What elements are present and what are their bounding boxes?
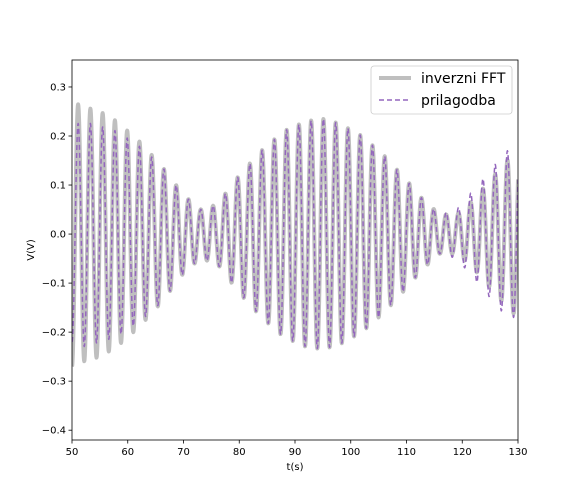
series-layer [72,102,518,367]
legend-label-prilagodba: prilagodba [421,93,496,109]
x-tick-label: 60 [121,447,134,458]
legend-label-inverzni-fft: inverzni FFT [421,71,506,87]
x-tick-label: 100 [341,447,360,458]
x-tick-label: 130 [508,447,527,458]
y-tick-label: 0.0 [50,230,66,241]
x-tick-label: 110 [397,447,416,458]
x-tick-label: 70 [177,447,190,458]
series-line-prilagodba [72,118,518,350]
y-tick-label: −0.3 [42,377,66,388]
legend: inverzni FFT prilagodba [370,65,513,115]
x-tick-label: 80 [233,447,246,458]
x-tick-label: 50 [66,447,79,458]
y-tick-label: −0.4 [42,426,66,437]
y-axis: −0.4 −0.3 −0.2 −0.1 0.0 0.1 0.2 0.3 [42,82,72,437]
x-tick-label: 90 [289,447,302,458]
y-axis-label: V(V) [26,239,37,261]
y-tick-label: 0.3 [50,82,66,93]
x-tick-label: 120 [453,447,472,458]
y-tick-label: 0.2 [50,132,66,143]
y-tick-label: −0.2 [42,328,66,339]
x-axis-label: t(s) [287,462,304,473]
x-axis: 50 60 70 80 90 100 110 120 130 [66,440,528,458]
y-tick-label: 0.1 [50,181,66,192]
y-tick-label: −0.1 [42,279,66,290]
